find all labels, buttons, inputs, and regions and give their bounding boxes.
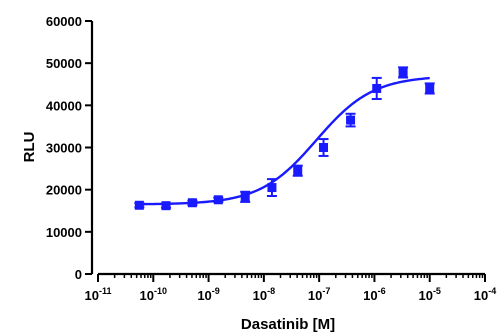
y-tick-label: 50000 [46, 56, 82, 71]
data-point [161, 201, 171, 211]
fit-curve [139, 76, 430, 206]
x-axis: 10-11 10-10 10-9 10-8 10-7 10-6 10-5 10-4 [85, 272, 496, 303]
data-point [372, 83, 382, 93]
y-axis-title: RLU [21, 132, 38, 163]
data-point [293, 166, 303, 176]
data-point [213, 195, 223, 205]
x-axis-title: Dasatinib [M] [241, 316, 335, 333]
x-tick-label: 10-7 [308, 286, 330, 303]
data-point [346, 115, 356, 125]
y-axis: 0 10000 20000 30000 40000 50000 60000 [46, 14, 94, 282]
fit-curve-layer [139, 76, 430, 206]
y-tick-label: 60000 [46, 14, 82, 29]
x-tick-label: 10-4 [474, 286, 496, 303]
x-tick-label: 10-11 [85, 286, 112, 303]
x-tick-label: 10-9 [197, 286, 219, 303]
data-point [425, 83, 435, 93]
data-points-layer [134, 66, 435, 211]
data-point [134, 200, 144, 210]
y-tick-label: 0 [75, 267, 82, 282]
x-tick-label: 10-6 [363, 286, 385, 303]
data-point [187, 198, 197, 208]
y-tick-label: 10000 [46, 225, 82, 240]
data-point [267, 183, 277, 193]
data-point [319, 143, 329, 152]
y-tick-label: 20000 [46, 183, 82, 198]
y-tick-label: 40000 [46, 98, 82, 113]
y-tick-label: 30000 [46, 141, 82, 156]
data-point [398, 67, 408, 77]
data-point [240, 192, 250, 202]
x-tick-label: 10-10 [140, 286, 167, 303]
x-tick-label: 10-5 [418, 286, 440, 303]
x-tick-label: 10-8 [253, 286, 275, 303]
